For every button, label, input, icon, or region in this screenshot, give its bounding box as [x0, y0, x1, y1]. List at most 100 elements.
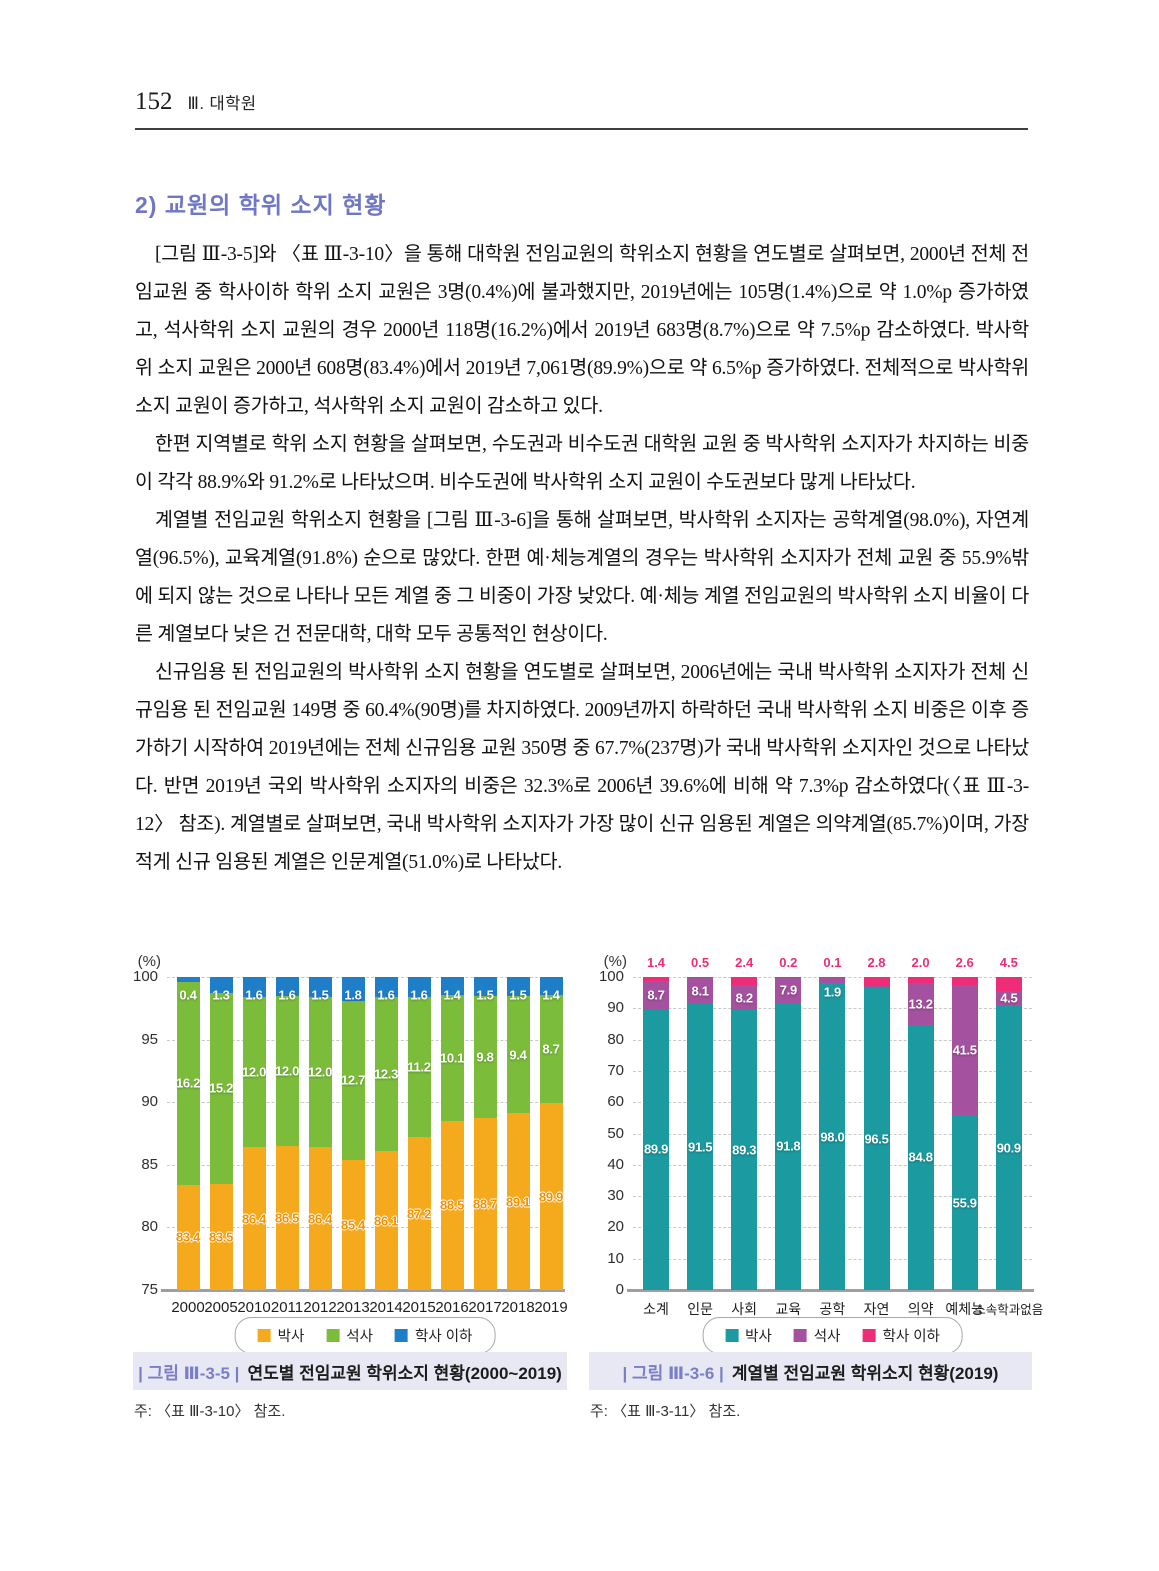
bar-value-label: 1.5 — [509, 987, 527, 1003]
bar-segment-박사 — [209, 1183, 233, 1290]
caption-title: 계열별 전임교원 학위소지 현황(2019) — [731, 1363, 999, 1383]
bar-segment-석사 — [951, 985, 978, 1116]
x-axis-category-label: 2000 — [171, 1299, 205, 1316]
bar-value-label: 85.4 — [340, 1217, 366, 1233]
bar-segment-학사 이하 — [539, 977, 563, 995]
bar-segment-학사 이하 — [209, 977, 233, 994]
bar-value-label: 1.5 — [476, 987, 494, 1003]
bar-value-label: 89.9 — [643, 1141, 669, 1157]
bar-value-label: 0.4 — [179, 987, 197, 1003]
bar-value-label: 86.1 — [373, 1213, 399, 1228]
gridline — [167, 1227, 563, 1229]
gridline — [167, 1039, 563, 1041]
bar-segment-박사 — [731, 1010, 758, 1290]
header-rule — [135, 128, 1028, 130]
bar-value-label: 86.4 — [241, 1211, 267, 1227]
bar-segment-학사 이하 — [863, 977, 890, 986]
bar-value-label: 2.0 — [911, 955, 930, 970]
bar-value-label: 0.5 — [691, 955, 710, 970]
bar-value-label: 12.0 — [307, 1064, 333, 1080]
bar-value-label: 1.3 — [212, 987, 230, 1003]
section-heading: 2) 교원의 학위 소지 현황 — [135, 192, 387, 218]
caption-label: | 그림 Ⅲ-3-6 | — [622, 1363, 724, 1383]
bar-value-label: 83.5 — [208, 1229, 234, 1245]
bar-value-label: 86.4 — [307, 1211, 333, 1227]
bar-segment-학사 이하 — [308, 977, 332, 998]
legend-item: 학사 이하 — [394, 1325, 473, 1346]
x-axis-category-label: 2019 — [534, 1299, 568, 1316]
gridline — [167, 1164, 563, 1166]
x-axis-category-label: 2012 — [303, 1299, 337, 1316]
bar-segment-학사 이하 — [242, 977, 266, 998]
y-axis-tick-label: 40 — [607, 1155, 624, 1173]
bar-segment-석사 — [907, 983, 934, 1025]
bar-segment-석사 — [539, 994, 563, 1104]
bar-value-label: 83.4 — [175, 1229, 201, 1245]
bar-segment-학사 이하 — [775, 977, 802, 978]
figure-degree-by-field: (%) 0 10 20 30 40 50 60 70 80 90 100 89.9 8.7 1.4 소계 91… — [589, 948, 1043, 1426]
bar-segment-석사 — [775, 977, 802, 1003]
bar-segment-박사 — [407, 1137, 431, 1290]
bar-segment-학사 이하 — [176, 977, 200, 982]
bar-value-label: 12.0 — [241, 1064, 267, 1080]
y-axis-tick-label: 85 — [141, 1155, 158, 1173]
bar-value-label: 1.4 — [646, 955, 666, 970]
bar-value-label: 1.6 — [278, 987, 296, 1003]
bar-value-label: 55.9 — [952, 1195, 977, 1211]
figure-caption: | 그림 Ⅲ-3-5 | 연도별 전임교원 학위소지 현황(2000~2019) — [133, 1352, 567, 1390]
bar-segment-학사 이하 — [407, 977, 431, 998]
bar-value-label: 8.1 — [691, 983, 709, 999]
legend-swatch-icon — [394, 1329, 408, 1342]
y-axis-tick-label: 60 — [607, 1093, 624, 1111]
x-axis-category-label: 공학 — [819, 1301, 846, 1317]
bar-value-label: 2.4 — [735, 955, 754, 970]
bar-segment-석사 — [341, 1000, 365, 1160]
bar-segment-학사 이하 — [341, 977, 365, 1001]
bar-segment-석사 — [176, 982, 200, 1185]
bar-segment-박사 — [308, 1147, 332, 1290]
bar-segment-학사 이하 — [506, 977, 530, 996]
x-axis-category-label: 자연 — [863, 1301, 890, 1317]
bar-value-label: 1.4 — [542, 987, 560, 1003]
legend-label: 학사 이하 — [414, 1329, 473, 1345]
y-axis-tick-label: 20 — [607, 1218, 624, 1236]
bar-value-label: 7.9 — [779, 982, 797, 998]
bar-value-label: 88.5 — [439, 1197, 465, 1213]
bar-value-label: 1.6 — [245, 987, 263, 1003]
x-axis-line — [627, 1289, 1034, 1292]
x-axis-category-label: 2011 — [270, 1299, 304, 1316]
bar-value-label: 4.5 — [1000, 990, 1018, 1006]
bar-value-label: 15.2 — [208, 1080, 234, 1096]
bar-segment-박사 — [506, 1113, 530, 1290]
bar-value-label: 86.5 — [274, 1210, 300, 1226]
bar-segment-박사 — [775, 1002, 802, 1290]
bar-value-label: 9.4 — [509, 1047, 527, 1063]
bar-value-label: 87.2 — [406, 1206, 432, 1222]
y-axis-tick-label: 90 — [607, 999, 624, 1017]
caption-label: | 그림 Ⅲ-3-5 | — [138, 1363, 240, 1383]
figure-degree-by-year: (%) 75 80 85 90 95 100 83.4 16.2 0.4 2000 83.5 15.2… — [133, 948, 568, 1426]
bar-value-label: 16.2 — [175, 1075, 201, 1091]
bar-segment-학사 이하 — [907, 977, 934, 984]
figure-caption: | 그림 Ⅲ-3-6 | 계열별 전임교원 학위소지 현황(2019) — [589, 1352, 1032, 1390]
bar-value-label: 89.9 — [538, 1189, 564, 1205]
bar-segment-학사 이하 — [275, 977, 299, 996]
bar-value-label: 91.8 — [776, 1138, 801, 1154]
x-axis-category-label: 2017 — [468, 1299, 502, 1316]
x-axis-category-label: 2005 — [204, 1299, 238, 1316]
bar-value-label: 90.9 — [996, 1140, 1021, 1156]
bar-segment-박사 — [907, 1024, 934, 1290]
legend-item: 박사 — [257, 1325, 304, 1346]
y-axis-tick-label: 30 — [607, 1187, 624, 1205]
bar-value-label: 91.5 — [688, 1139, 713, 1155]
y-axis-tick-label: 80 — [607, 1030, 624, 1048]
bar-segment-석사 — [687, 978, 714, 1004]
chart-legend: 박사 석사 학사 이하 — [234, 1317, 496, 1354]
bar-segment-석사 — [863, 985, 890, 988]
bar-value-label: 0.2 — [779, 955, 798, 970]
paragraph-3: 계열별 전임교원 학위소지 현황을 [그림 Ⅲ-3-6]을 통해 살펴보면, 박… — [135, 510, 1029, 645]
legend-swatch-icon — [793, 1329, 807, 1342]
bar-segment-박사 — [643, 1008, 669, 1290]
y-axis-tick-label: 90 — [141, 1093, 158, 1111]
bar-value-label: 8.7 — [542, 1041, 560, 1057]
